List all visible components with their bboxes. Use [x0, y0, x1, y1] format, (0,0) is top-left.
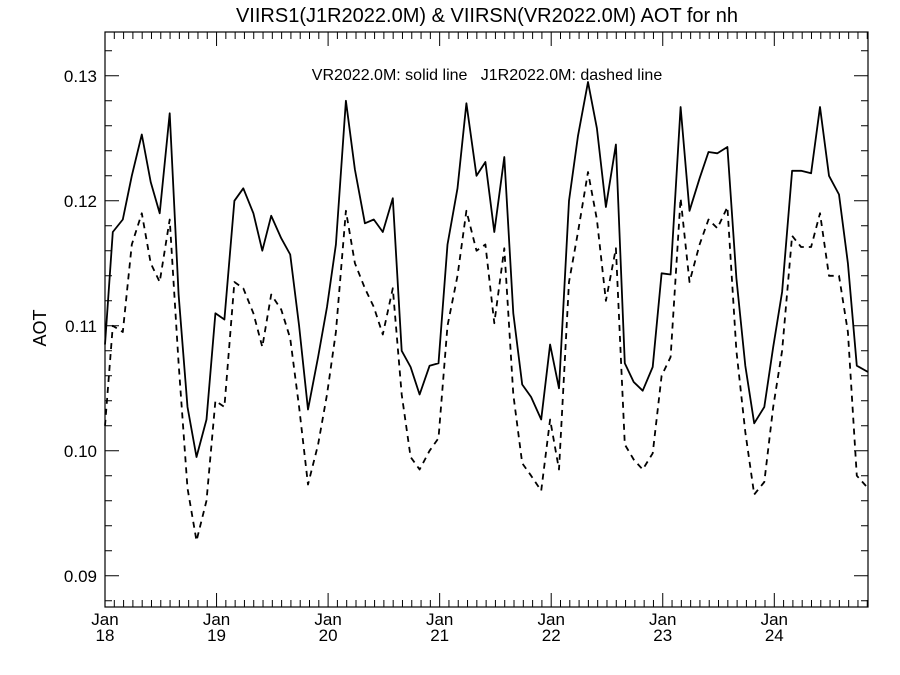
- x-tick-year-label: 23: [653, 626, 672, 645]
- line-style-annotation: VR2022.0M: solid line J1R2022.0M: dashed…: [312, 67, 663, 84]
- x-tick-month-label: Jan: [649, 610, 676, 629]
- x-tick-month-label: Jan: [314, 610, 341, 629]
- y-axis-label: AOT: [30, 309, 50, 346]
- plot-frame: [104, 31, 869, 608]
- x-tick-year-label: 19: [207, 626, 226, 645]
- y-tick-label: 0.12: [64, 192, 97, 211]
- chart-title: VIIRS1(J1R2022.0M) & VIIRSN(VR2022.0M) A…: [236, 5, 738, 27]
- x-tick-year-label: 24: [765, 626, 784, 645]
- series-layer: [104, 81, 869, 542]
- x-tick-month-label: Jan: [426, 610, 453, 629]
- y-axis: 0.09 0.10 0.11 0.12 0.13: [64, 50, 868, 602]
- x-tick-year-label: 20: [319, 626, 338, 645]
- x-tick-year-label: 22: [542, 626, 561, 645]
- y-tick-label: 0.10: [64, 442, 97, 461]
- series-line-j1r2022-0m: [104, 171, 869, 542]
- x-tick-month-label: Jan: [203, 610, 230, 629]
- y-tick-label: 0.09: [64, 567, 97, 586]
- x-tick-month-label: Jan: [537, 610, 564, 629]
- x-tick-month-label: Jan: [91, 610, 118, 629]
- y-tick-label: 0.13: [64, 67, 97, 86]
- x-tick-month-label: Jan: [761, 610, 788, 629]
- y-tick-label: 0.11: [65, 317, 97, 336]
- x-tick-year-label: 21: [430, 626, 449, 645]
- x-tick-year-label: 18: [96, 626, 115, 645]
- series-line-vr2022-0m: [104, 81, 869, 458]
